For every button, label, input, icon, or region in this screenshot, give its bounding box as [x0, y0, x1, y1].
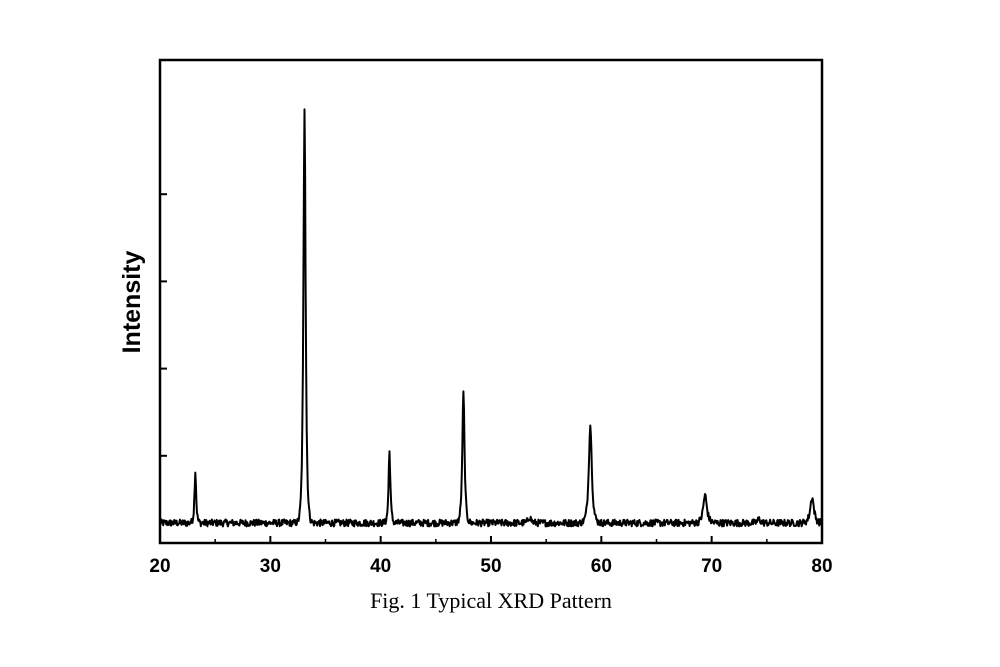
- x-axis-ticks: [159, 536, 823, 543]
- x-tick-label-60: 60: [591, 556, 612, 577]
- peak-point-1: [304, 106, 306, 108]
- x-axis-tick-labels: 20 30 40 50 60 70 80: [149, 556, 832, 577]
- plot-frame: [158, 58, 824, 545]
- figure-caption: Fig. 1 Typical XRD Pattern: [370, 588, 612, 613]
- xrd-pattern-line: [159, 108, 823, 528]
- x-tick-label-80: 80: [811, 556, 832, 577]
- x-tick-label-20: 20: [149, 556, 170, 577]
- y-axis-label: Intensity: [118, 251, 146, 354]
- x-tick-label-50: 50: [480, 556, 501, 577]
- x-tick-label-40: 40: [370, 556, 391, 577]
- peak-markers: [194, 106, 813, 520]
- y-axis-ticks: [160, 193, 167, 457]
- x-tick-label-30: 30: [260, 556, 281, 577]
- x-tick-label-70: 70: [701, 556, 722, 577]
